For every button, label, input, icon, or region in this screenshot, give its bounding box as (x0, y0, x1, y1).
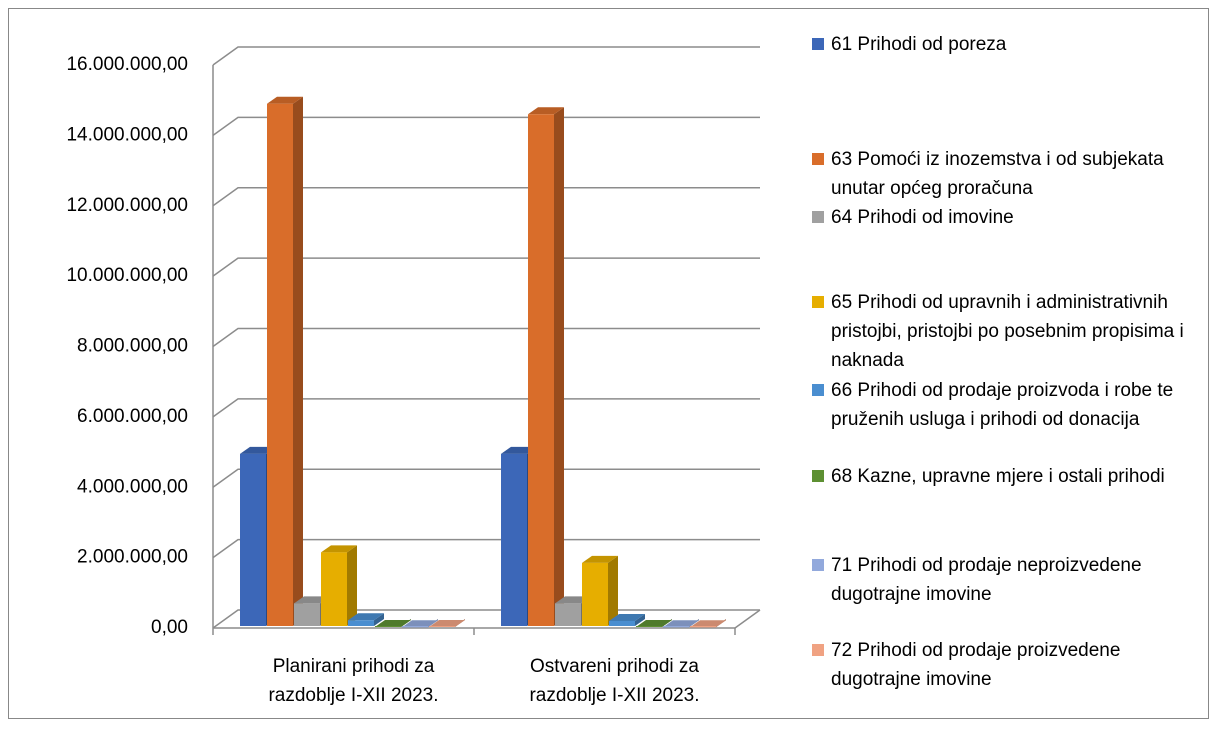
legend-swatch (812, 211, 824, 223)
legend-swatch (812, 470, 824, 482)
bar-front (429, 626, 455, 627)
bar (375, 619, 411, 627)
bar-side (608, 555, 618, 626)
legend-item: 72 Prihodi od prodaje proizvedene dugotr… (812, 636, 1212, 694)
grid-line (212, 187, 760, 207)
bar-top (321, 545, 357, 553)
bar-top (348, 613, 384, 621)
bar (402, 619, 438, 628)
legend-item: 71 Prihodi od prodaje neproizvedene dugo… (812, 551, 1212, 609)
y-tick-label: 16.000.000,00 (66, 54, 188, 75)
bar-front (690, 626, 716, 628)
legend-swatch (812, 296, 824, 308)
bar-front (636, 626, 662, 627)
y-tick-label: 2.000.000,00 (77, 547, 188, 568)
legend-item: 68 Kazne, upravne mjere i ostali prihodi (812, 462, 1212, 491)
bar-side (293, 96, 303, 627)
grid-line (212, 46, 760, 66)
legend-item: 61 Prihodi od poreza (812, 30, 1212, 59)
grid-line (212, 538, 760, 559)
bar (690, 619, 726, 628)
legend-item: 66 Prihodi od prodaje proizvoda i robe t… (812, 376, 1212, 434)
bar-front (321, 552, 347, 626)
legend-label: 63 Pomoći iz inozemstva i od subjekata u… (831, 149, 1164, 199)
grid-line (212, 398, 760, 418)
bar-side (554, 107, 564, 626)
grid-line (212, 327, 760, 348)
bar (582, 555, 618, 626)
y-tick-label: 4.000.000,00 (77, 476, 188, 497)
y-tick-label: 6.000.000,00 (77, 406, 188, 427)
bar-front (582, 562, 608, 626)
bar-top (582, 555, 618, 563)
bar-top (609, 613, 645, 621)
bar (321, 545, 357, 626)
bar-side (374, 613, 384, 626)
grid-line (212, 116, 760, 136)
y-tick-label: 14.000.000,00 (66, 124, 188, 145)
bar-front (663, 626, 689, 628)
y-tick-label: 8.000.000,00 (77, 336, 188, 357)
legend-label: 61 Prihodi od poreza (831, 34, 1007, 55)
legend-label: 64 Prihodi od imovine (831, 207, 1014, 228)
bar (609, 613, 645, 626)
bar-top (663, 620, 699, 628)
legend-label: 66 Prihodi od prodaje proizvoda i robe t… (831, 380, 1174, 430)
x-axis-depth (734, 609, 761, 629)
x-tick-label: Planirani prihodi za razdoblje I-XII 202… (268, 656, 439, 706)
chart-frame (8, 8, 1209, 719)
bar-front (375, 626, 401, 627)
legend-item: 64 Prihodi od imovine (812, 203, 1212, 232)
bar-front (348, 620, 374, 626)
legend-swatch (812, 384, 824, 396)
bar-side (635, 613, 645, 626)
bar-top (402, 620, 438, 628)
bar-front (609, 620, 635, 626)
y-tick-label: 10.000.000,00 (66, 265, 188, 286)
grid-line (212, 257, 760, 277)
grid-line (212, 468, 760, 488)
bar-top (375, 619, 411, 627)
y-tick-label: 12.000.000,00 (66, 195, 188, 216)
bar-side (347, 545, 357, 626)
bar (267, 96, 303, 627)
legend-label: 71 Prihodi od prodaje neproizvedene dugo… (831, 555, 1142, 605)
y-tick-label: 0,00 (151, 617, 188, 638)
bar (636, 619, 672, 627)
bar-top (267, 96, 303, 104)
legend-label: 65 Prihodi od upravnih i administrativni… (831, 292, 1184, 371)
legend-label: 68 Kazne, upravne mjere i ostali prihodi (831, 466, 1165, 487)
legend-swatch (812, 38, 824, 50)
bar-top (690, 620, 726, 628)
bar (348, 613, 384, 626)
bar-top (528, 107, 564, 115)
bar-front (555, 603, 581, 626)
bar-front (267, 103, 293, 627)
bar (429, 619, 465, 627)
legend-swatch (812, 153, 824, 165)
legend-item: 63 Pomoći iz inozemstva i od subjekata u… (812, 145, 1212, 203)
bar-top (429, 619, 465, 627)
legend-label: 72 Prihodi od prodaje proizvedene dugotr… (831, 640, 1121, 690)
bar (663, 619, 699, 628)
legend-swatch (812, 559, 824, 571)
bar (528, 107, 564, 626)
x-tick-label: Ostvareni prihodi za razdoblje I-XII 202… (529, 656, 700, 706)
bar-front (402, 626, 428, 628)
bar-top (636, 619, 672, 627)
legend-swatch (812, 644, 824, 656)
legend-item: 65 Prihodi od upravnih i administrativni… (812, 288, 1212, 375)
bar-front (240, 453, 266, 626)
bar-front (501, 453, 527, 626)
bar-front (294, 603, 320, 626)
bar-front (528, 114, 554, 626)
